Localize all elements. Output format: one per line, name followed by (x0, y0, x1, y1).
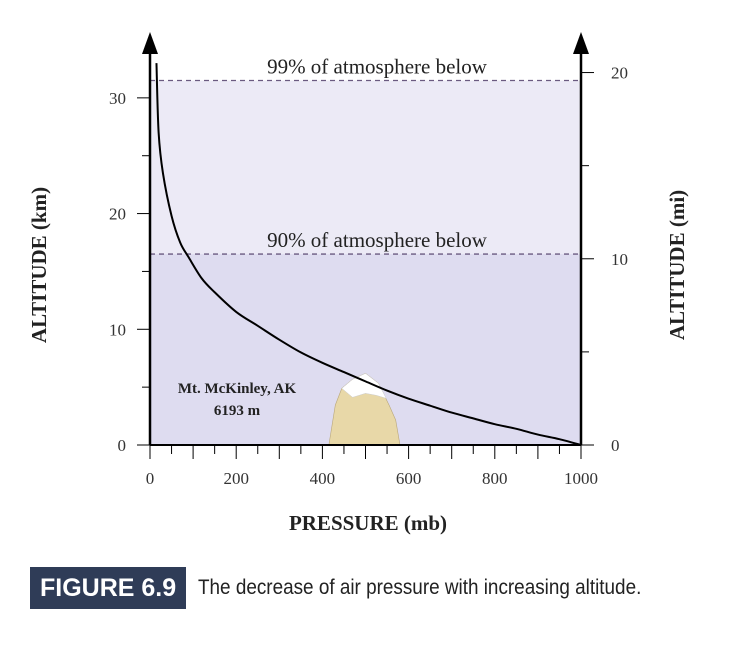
mountain-mckinley (328, 372, 401, 446)
y-tick-label-left: 10 (109, 320, 126, 339)
figure-caption: FIGURE 6.9 The decrease of air pressure … (30, 567, 691, 609)
x-tick-label: 1000 (564, 469, 598, 488)
ticks: 0 200 400 600 800 1000 0 10 20 30 0 10 20 (109, 64, 628, 488)
caption-text: The decrease of air pressure with increa… (198, 576, 642, 599)
y-axis-title-right: ALTITUDE (mi) (665, 190, 689, 340)
y-tick-label-right: 10 (611, 250, 628, 269)
x-axis-title: PRESSURE (mb) (289, 511, 447, 535)
y-axis-right-arrow-icon (573, 32, 589, 54)
annotation-99-percent: 99% of atmosphere below (267, 55, 488, 79)
mountain-elevation-label: 6193 m (214, 403, 261, 419)
y-tick-label-right: 0 (611, 436, 620, 455)
y-tick-label-right: 20 (611, 64, 628, 83)
y-tick-label-left: 30 (109, 89, 126, 108)
figure-number-badge: FIGURE 6.9 (30, 567, 187, 609)
y-axis-title-left: ALTITUDE (km) (27, 187, 51, 343)
y-tick-label-left: 20 (109, 205, 126, 224)
x-tick-label: 200 (223, 469, 249, 488)
y-tick-label-left: 0 (118, 436, 127, 455)
mountain-label: Mt. McKinley, AK (178, 381, 297, 397)
pressure-curve (155, 63, 582, 446)
pressure-altitude-chart: 99% of atmosphere below 90% of atmospher… (27, 32, 689, 535)
annotation-90-percent: 90% of atmosphere below (267, 228, 488, 252)
x-tick-label: 800 (482, 469, 508, 488)
x-tick-label: 400 (310, 469, 336, 488)
shade-99-percent-region (150, 80, 581, 255)
y-axis-left-arrow-icon (142, 32, 158, 54)
x-tick-label: 0 (146, 469, 155, 488)
x-tick-label: 600 (396, 469, 422, 488)
